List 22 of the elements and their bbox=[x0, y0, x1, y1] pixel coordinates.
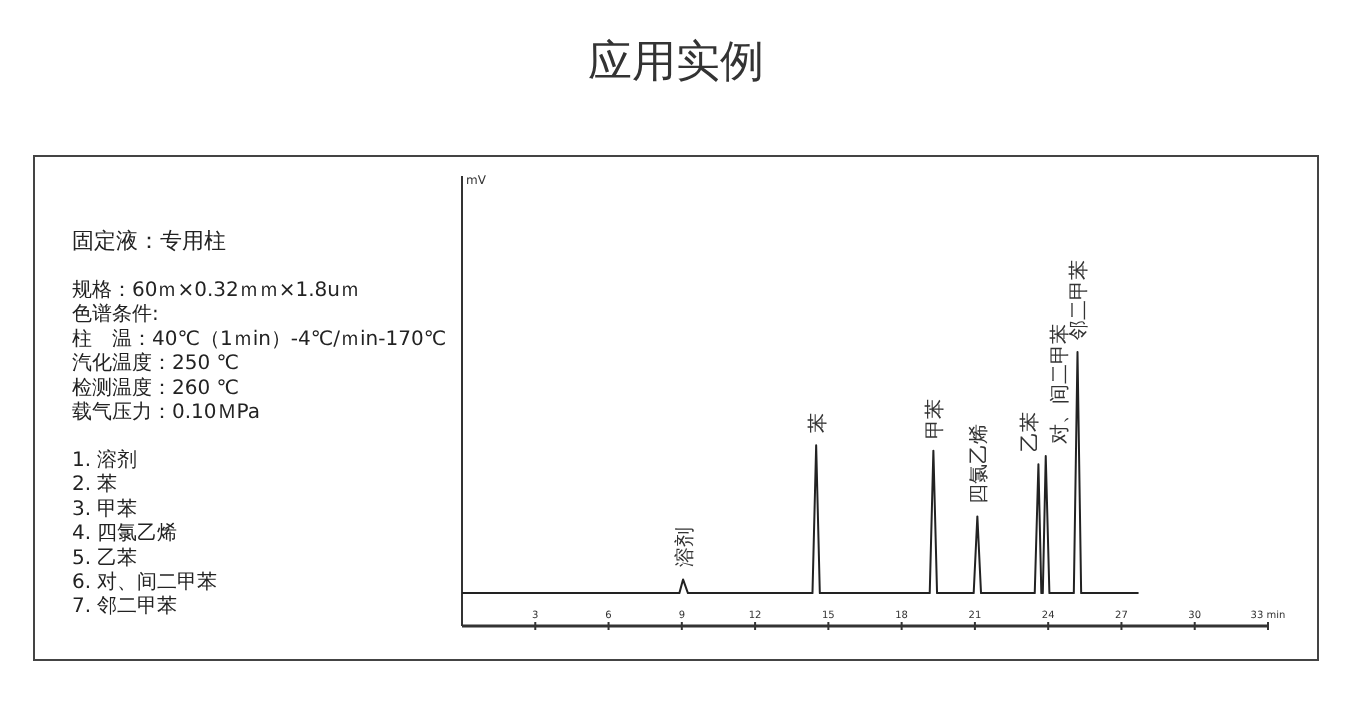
text: 6. 对、间二甲苯 bbox=[72, 570, 218, 594]
annotation: 甲苯 bbox=[923, 398, 948, 439]
annotation: 溶剂 bbox=[673, 527, 698, 568]
text: 汽化温度：250 ℃ bbox=[72, 351, 239, 376]
text: 柱 温：40℃（1ｍin）-4℃/ｍin-170℃ bbox=[72, 326, 447, 351]
annotation: 邻二甲苯 bbox=[1067, 260, 1092, 340]
annotation: 苯 bbox=[806, 413, 831, 434]
text: 2. 苯 bbox=[72, 472, 118, 497]
annotation: 乙苯 bbox=[1018, 412, 1043, 453]
text: 检测温度：260 ℃ bbox=[72, 375, 239, 400]
annotation: 对、间二甲苯 bbox=[1047, 324, 1072, 445]
text: 3. 甲苯 bbox=[72, 496, 138, 521]
text: 7. 邻二甲苯 bbox=[72, 594, 178, 619]
text: 固定液：专用柱 bbox=[72, 228, 226, 254]
annotation: 四氯乙烯 bbox=[967, 424, 992, 505]
text: 色谱条件: bbox=[72, 302, 159, 327]
chart-title: 应用实例 bbox=[588, 38, 764, 88]
text: 4. 四氯乙烯 bbox=[72, 521, 178, 546]
text: 载气压力：0.10ＭPa bbox=[72, 400, 260, 424]
text: 1. 溶剂 bbox=[72, 448, 138, 472]
text: 5. 乙苯 bbox=[72, 545, 138, 570]
text: 规格：60ｍ×0.32ｍｍ×1.8uｍ bbox=[72, 278, 360, 302]
